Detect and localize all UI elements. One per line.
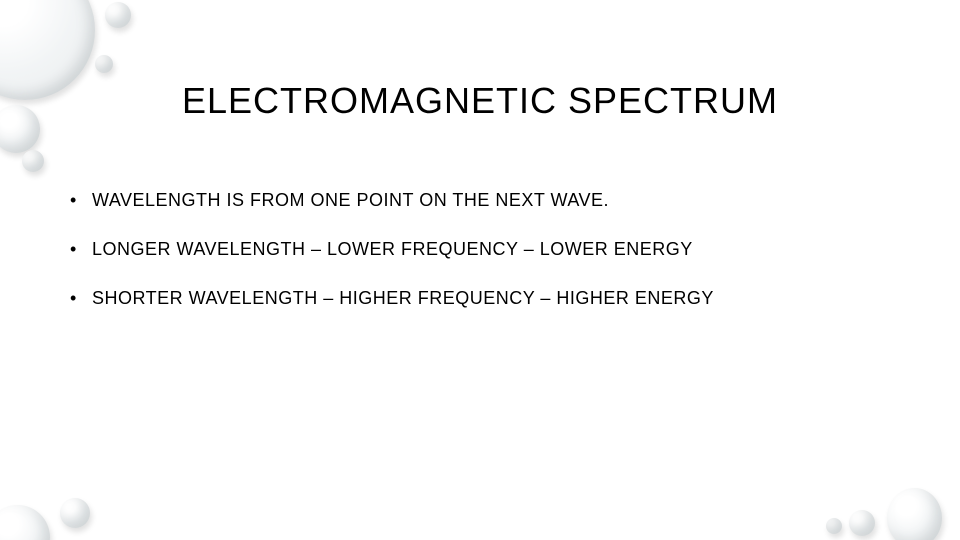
bullet-list: WAVELENGTH IS FROM ONE POINT ON THE NEXT… <box>70 190 890 337</box>
water-drop-decoration <box>849 510 875 536</box>
slide: ELECTROMAGNETIC SPECTRUM WAVELENGTH IS F… <box>0 0 960 540</box>
water-drop-decoration <box>0 505 50 540</box>
bullet-item: WAVELENGTH IS FROM ONE POINT ON THE NEXT… <box>70 190 890 211</box>
bullet-item: SHORTER WAVELENGTH – HIGHER FREQUENCY – … <box>70 288 890 309</box>
water-drop-decoration <box>105 2 131 28</box>
water-drop-decoration <box>22 150 44 172</box>
water-drop-decoration <box>887 488 942 540</box>
bullet-item: LONGER WAVELENGTH – LOWER FREQUENCY – LO… <box>70 239 890 260</box>
slide-title: ELECTROMAGNETIC SPECTRUM <box>0 80 960 122</box>
water-drop-decoration <box>826 518 842 534</box>
water-drop-decoration <box>95 55 113 73</box>
water-drop-decoration <box>60 498 90 528</box>
